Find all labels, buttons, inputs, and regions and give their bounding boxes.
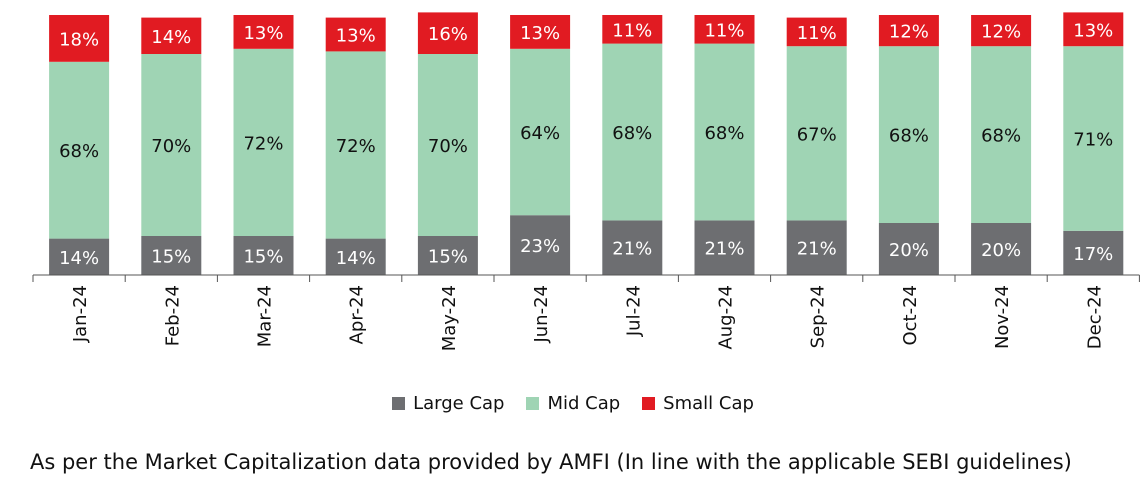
data-label-large-cap-nov-24: 20% [981,240,1021,261]
data-label-small-cap-aug-24: 11% [704,20,744,41]
legend-swatch-large-cap [392,397,406,410]
data-label-large-cap-jun-24: 23% [520,236,560,257]
legend-item-small-cap: Small Cap [642,393,754,414]
data-label-large-cap-feb-24: 15% [151,247,191,268]
bar-small-cap-aug-24 [694,15,755,44]
data-label-large-cap-dec-24: 17% [1073,244,1113,265]
bar-large-cap-sep-24 [786,220,847,275]
x-tick-label-aug-24: Aug-24 [716,285,737,350]
bar-small-cap-jun-24 [510,15,571,49]
data-label-large-cap-oct-24: 20% [889,240,929,261]
legend-label-small-cap: Small Cap [663,393,754,414]
bar-mid-cap-apr-24 [325,51,386,239]
bar-small-cap-dec-24 [1063,12,1124,47]
bar-small-cap-jul-24 [602,15,663,44]
data-label-mid-cap-sep-24: 67% [797,124,837,145]
footnote: As per the Market Capitalization data pr… [30,450,1072,474]
data-label-small-cap-sep-24: 11% [797,23,837,44]
bar-large-cap-aug-24 [694,220,755,275]
bar-mid-cap-jun-24 [510,48,571,216]
bar-mid-cap-jul-24 [602,43,663,221]
data-label-large-cap-jul-24: 21% [612,239,652,260]
bar-large-cap-mar-24 [233,236,294,275]
data-label-small-cap-feb-24: 14% [151,27,191,48]
data-label-mid-cap-apr-24: 72% [336,136,376,157]
data-label-mid-cap-jul-24: 68% [612,123,652,144]
data-label-mid-cap-jun-24: 64% [520,123,560,144]
data-label-mid-cap-jan-24: 68% [59,141,99,162]
bar-mid-cap-feb-24 [141,54,202,236]
bar-mid-cap-nov-24 [971,46,1032,224]
data-label-large-cap-mar-24: 15% [243,247,283,268]
data-label-mid-cap-feb-24: 70% [151,136,191,157]
bar-large-cap-may-24 [417,236,478,275]
data-label-mid-cap-nov-24: 68% [981,126,1021,147]
bar-large-cap-jun-24 [510,215,571,275]
x-tick-label-may-24: May-24 [439,285,460,351]
x-tick-label-jul-24: Jul-24 [623,285,644,337]
data-label-large-cap-apr-24: 14% [336,248,376,269]
bar-mid-cap-dec-24 [1063,46,1124,231]
bar-small-cap-jan-24 [49,15,110,62]
bar-small-cap-oct-24 [878,15,939,47]
x-tick-label-oct-24: Oct-24 [900,285,921,346]
data-label-large-cap-may-24: 15% [428,247,468,268]
bar-large-cap-jan-24 [49,238,110,275]
data-label-small-cap-jul-24: 11% [612,20,652,41]
x-tick-label-mar-24: Mar-24 [255,285,276,347]
x-tick-label-nov-24: Nov-24 [992,285,1013,349]
bar-large-cap-oct-24 [878,223,939,275]
data-label-mid-cap-mar-24: 72% [243,133,283,154]
data-label-mid-cap-aug-24: 68% [704,123,744,144]
legend-swatch-small-cap [642,397,656,410]
stacked-bar-chart: 14% 68% 18% Jan-24 15% 70% 14% Feb-24 15% 72% 13% M… [32,12,1140,351]
bar-mid-cap-oct-24 [878,46,939,224]
data-label-small-cap-jun-24: 13% [520,23,560,44]
chart-legend: Large Cap Mid Cap Small Cap [0,393,1146,414]
data-label-small-cap-apr-24: 13% [336,26,376,47]
x-tick-label-apr-24: Apr-24 [347,285,368,344]
bar-small-cap-mar-24 [233,15,294,49]
legend-item-mid-cap: Mid Cap [526,393,620,414]
legend-label-mid-cap: Mid Cap [547,393,621,414]
data-label-mid-cap-dec-24: 71% [1073,130,1113,151]
bar-large-cap-apr-24 [325,238,386,275]
x-tick-label-jun-24: Jun-24 [531,285,552,344]
data-label-mid-cap-oct-24: 68% [889,126,929,147]
bar-large-cap-jul-24 [602,220,663,275]
x-tick-label-jan-24: Jan-24 [70,285,91,343]
bar-small-cap-may-24 [417,12,478,54]
data-label-small-cap-mar-24: 13% [243,23,283,44]
legend-label-large-cap: Large Cap [413,393,505,414]
data-label-large-cap-aug-24: 21% [704,239,744,260]
bar-large-cap-nov-24 [971,223,1032,275]
bar-large-cap-feb-24 [141,236,202,275]
data-label-small-cap-jan-24: 18% [59,29,99,50]
data-label-small-cap-oct-24: 12% [889,22,929,43]
data-label-large-cap-sep-24: 21% [797,239,837,260]
x-tick-label-dec-24: Dec-24 [1084,285,1105,349]
bar-small-cap-sep-24 [786,17,847,47]
legend-item-large-cap: Large Cap [392,393,504,414]
data-label-mid-cap-may-24: 70% [428,136,468,157]
bar-small-cap-feb-24 [141,17,202,55]
data-label-large-cap-jan-24: 14% [59,248,99,269]
bar-small-cap-apr-24 [325,17,386,52]
data-label-small-cap-may-24: 16% [428,24,468,45]
bar-mid-cap-mar-24 [233,48,294,236]
x-tick-label-sep-24: Sep-24 [808,285,829,348]
bar-mid-cap-sep-24 [786,46,847,221]
x-tick-label-feb-24: Feb-24 [162,285,183,346]
data-label-small-cap-dec-24: 13% [1073,20,1113,41]
bar-small-cap-nov-24 [971,15,1032,47]
bar-mid-cap-jan-24 [49,61,110,239]
data-label-small-cap-nov-24: 12% [981,22,1021,43]
bar-mid-cap-may-24 [417,54,478,236]
bar-large-cap-dec-24 [1063,230,1124,275]
bar-mid-cap-aug-24 [694,43,755,221]
legend-swatch-mid-cap [526,397,540,410]
